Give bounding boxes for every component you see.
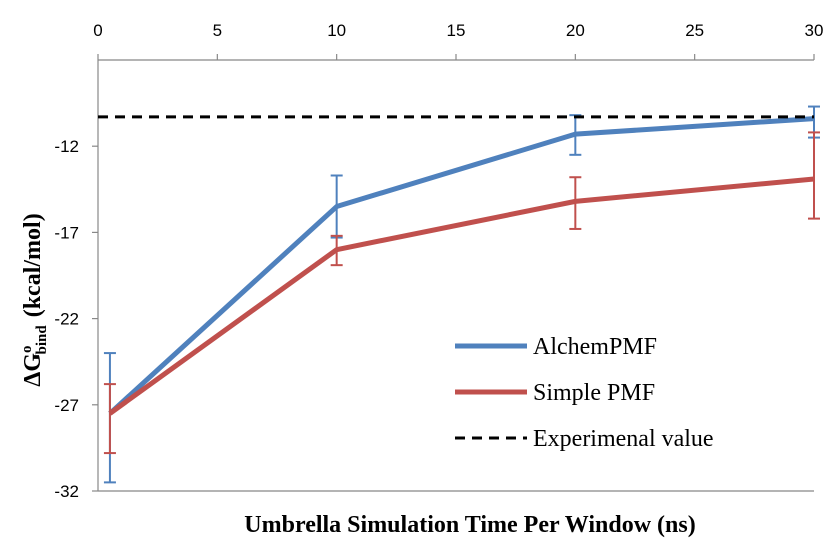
y-tick-label: -32 (54, 482, 79, 501)
y-tick-label: -12 (54, 137, 79, 156)
x-tick-label: 5 (213, 21, 222, 40)
x-tick-label: 25 (685, 21, 704, 40)
legend-label-experimenal-value: Experimenal value (533, 426, 714, 452)
x-tick-label: 15 (447, 21, 466, 40)
y-tick-label: -27 (54, 396, 79, 415)
series-line-alchempmf (108, 116, 815, 416)
x-tick-label: 30 (805, 21, 824, 40)
legend-label-simple-pmf: Simple PMF (533, 380, 655, 406)
x-tick-label: 10 (327, 21, 346, 40)
x-axis-title: Umbrella Simulation Time Per Window (ns) (244, 512, 695, 538)
y-tick-label: -22 (54, 310, 79, 329)
x-tick-label: 20 (566, 21, 585, 40)
y-axis-title: ΔGobind(kcal/mol) (19, 213, 50, 386)
y-tick-label: -17 (54, 223, 79, 242)
series-line-simple-pmf (108, 176, 815, 416)
x-tick-label: 0 (93, 21, 102, 40)
legend-label-alchempmf: AlchemPMF (533, 334, 657, 360)
